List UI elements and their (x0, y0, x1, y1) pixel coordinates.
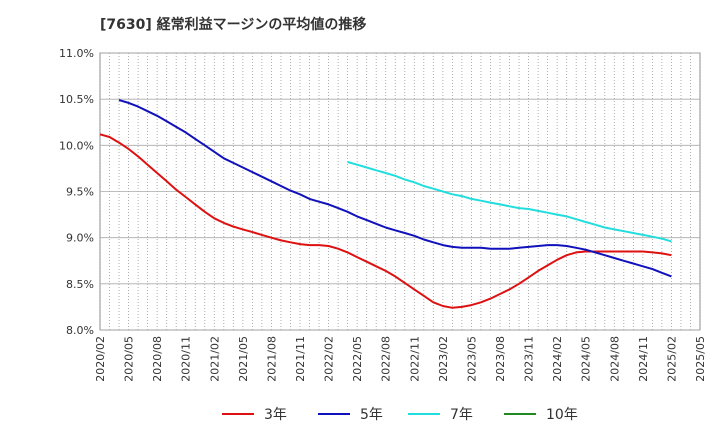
x-tick-label: 2022/08 (380, 336, 393, 382)
y-tick-label: 8.0% (66, 324, 94, 337)
x-tick-label: 2020/02 (94, 336, 107, 382)
x-tick-label: 2021/11 (294, 336, 307, 382)
y-tick-label: 8.5% (66, 278, 94, 291)
x-tick-label: 2023/05 (465, 336, 478, 382)
x-tick-label: 2024/08 (608, 336, 621, 382)
y-tick-label: 10.5% (59, 93, 94, 106)
x-tick-label: 2020/08 (151, 336, 164, 382)
x-tick-label: 2021/08 (265, 336, 278, 382)
x-tick-label: 2024/11 (637, 336, 650, 382)
x-tick-label: 2023/08 (494, 336, 507, 382)
legend-label-10年: 10年 (546, 407, 578, 423)
y-tick-label: 9.0% (66, 232, 94, 245)
x-tick-label: 2025/05 (694, 336, 707, 382)
x-tick-label: 2020/05 (123, 336, 136, 382)
series-line-5年 (118, 99, 672, 278)
x-tick-label: 2020/11 (180, 336, 193, 382)
x-tick-label: 2023/02 (437, 336, 450, 382)
legend-label-7年: 7年 (450, 407, 473, 423)
y-tick-label: 11.0% (59, 47, 94, 60)
chart-title: [7630] 経常利益マージンの平均値の推移 (100, 17, 367, 33)
series-line-3年 (99, 133, 672, 309)
x-tick-label: 2025/02 (665, 336, 678, 382)
legend-label-5年: 5年 (360, 407, 383, 423)
x-tick-label: 2021/05 (237, 336, 250, 382)
x-tick-label: 2024/05 (580, 336, 593, 382)
x-tick-label: 2022/11 (408, 336, 421, 382)
x-tick-label: 2021/02 (208, 336, 221, 382)
x-tick-label: 2024/02 (551, 336, 564, 382)
legend-label-3年: 3年 (264, 407, 287, 423)
series-line-7年 (347, 161, 672, 243)
x-tick-label: 2023/11 (523, 336, 536, 382)
y-tick-label: 9.5% (66, 186, 94, 199)
y-tick-label: 10.0% (59, 139, 94, 152)
x-tick-label: 2022/05 (351, 336, 364, 382)
x-tick-label: 2022/02 (323, 336, 336, 382)
